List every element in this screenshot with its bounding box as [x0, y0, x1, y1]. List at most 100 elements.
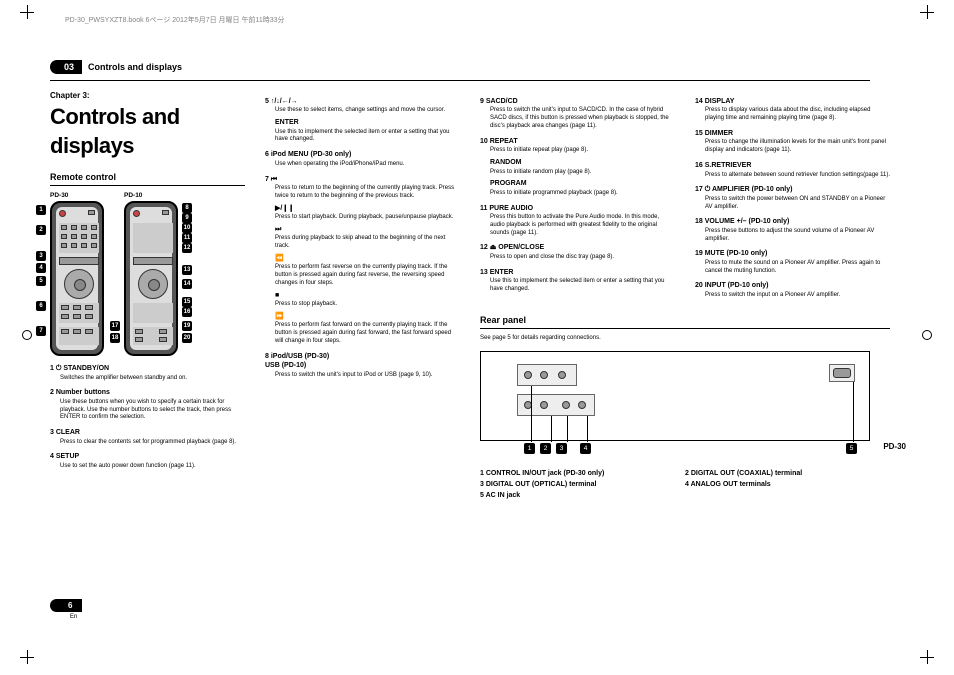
- remote-label: PD-30: [50, 192, 104, 201]
- rear-heading: Rear panel: [480, 314, 890, 329]
- callout: 3: [36, 251, 46, 261]
- item-subheading: RANDOM: [490, 158, 675, 167]
- item-heading: 2 Number buttons: [50, 388, 245, 397]
- rear-item: 5 AC IN jack: [480, 491, 665, 500]
- section-number: 03: [50, 60, 82, 74]
- chapter-title: Controls and displays: [50, 102, 245, 161]
- item-heading: 16 S.RETRIEVER: [695, 161, 890, 170]
- remote-outline: [50, 201, 104, 356]
- item-heading: 19 MUTE (PD-10 only): [695, 249, 890, 258]
- callout: 15: [182, 297, 192, 307]
- item-body: Switches the amplifier between standby a…: [60, 375, 245, 383]
- column-3-4: 9 SACD/CDPress to switch the unit's inpu…: [480, 91, 890, 501]
- rear-callout: 4: [580, 443, 591, 454]
- callout: 14: [182, 279, 192, 289]
- item-heading: 13 ENTER: [480, 268, 675, 277]
- item-body: Press during playback to skip ahead to t…: [275, 235, 460, 251]
- item-subheading: ■: [275, 291, 460, 300]
- item-subheading: ⏪: [275, 254, 460, 263]
- page-lang: En: [70, 614, 82, 620]
- item-body: Press to switch the unit's input to SACD…: [490, 107, 675, 130]
- rear-item: 1 CONTROL IN/OUT jack (PD-30 only): [480, 469, 665, 478]
- item-body: Use when operating the iPod/iPhone/iPad …: [275, 161, 460, 169]
- item-subheading: ENTER: [275, 118, 460, 127]
- section-tag: 03 Controls and displays: [50, 60, 920, 74]
- crop-mark: [920, 650, 934, 664]
- remote-label: PD-10: [124, 192, 178, 201]
- item-subheading: PROGRAM: [490, 179, 675, 188]
- column-2: 5 ↑/↓/←/→Use these to select items, chan…: [265, 91, 460, 501]
- section-label: Controls and displays: [88, 62, 182, 72]
- item-body: Press to stop playback.: [275, 301, 460, 309]
- column-4: 14 DISPLAYPress to display various data …: [695, 91, 890, 300]
- callout: 11: [182, 233, 192, 243]
- item-body: Press to perform fast forward on the cur…: [275, 322, 460, 345]
- chapter-label: Chapter 3:: [50, 91, 245, 102]
- item-heading: 4 SETUP: [50, 452, 245, 461]
- callout: 17: [110, 321, 120, 331]
- callout: 2: [36, 225, 46, 235]
- rear-callout: 3: [556, 443, 567, 454]
- callout: 4: [36, 263, 46, 273]
- item-body: Use these to select items, change settin…: [275, 107, 460, 115]
- rear-callout: 1: [524, 443, 535, 454]
- item-subheading: ⏩: [275, 312, 460, 321]
- item-heading: 18 VOLUME +/– (PD-10 only): [695, 217, 890, 226]
- remote-outline: [124, 201, 178, 356]
- item-heading: 10 REPEAT: [480, 137, 675, 146]
- column-1: Chapter 3: Controls and displays Remote …: [50, 91, 245, 501]
- remote-pd10: PD-10: [124, 192, 178, 356]
- item-heading: 12 ⏏ OPEN/CLOSE: [480, 243, 675, 252]
- item-heading: 1 ⏻ STANDBY/ON: [50, 364, 245, 373]
- rear-model-label: PD-30: [883, 442, 906, 453]
- item-body: Press to start playback. During playback…: [275, 214, 460, 222]
- crop-mark: [920, 5, 934, 19]
- item-body: Use this to implement the selected item …: [490, 278, 675, 294]
- callout: 8: [182, 203, 192, 213]
- item-heading: 3 CLEAR: [50, 428, 245, 437]
- item-body: Press to mute the sound on a Pioneer AV …: [705, 260, 890, 276]
- callout: 7: [36, 326, 46, 336]
- item-heading: 6 iPod MENU (PD-30 only): [265, 150, 460, 159]
- rear-callout: 2: [540, 443, 551, 454]
- item-heading: 15 DIMMER: [695, 129, 890, 138]
- item-body: Press to alternate between sound retriev…: [705, 172, 890, 180]
- callout: 6: [36, 301, 46, 311]
- item-body: Press to switch the power between ON and…: [705, 196, 890, 212]
- crop-mark: [922, 330, 932, 340]
- callout: 13: [182, 265, 192, 275]
- item-body: Press to return to the beginning of the …: [275, 185, 460, 201]
- item-heading: 20 INPUT (PD-10 only): [695, 281, 890, 290]
- item-body: Press to open and close the disc tray (p…: [490, 254, 675, 262]
- callout: 16: [182, 307, 192, 317]
- item-heading: 8 iPod/USB (PD-30) USB (PD-10): [265, 352, 460, 371]
- item-body: Press this button to activate the Pure A…: [490, 214, 675, 237]
- item-heading: 14 DISPLAY: [695, 97, 890, 106]
- page-number-badge: 6: [50, 599, 82, 612]
- item-subheading: ⏭: [275, 225, 460, 234]
- item-subheading: ▶/❙❙: [275, 204, 460, 213]
- item-body: Press to initiate programmed playback (p…: [490, 190, 675, 198]
- item-body: Press to initiate repeat play (page 8).: [490, 147, 675, 155]
- item-heading: 17 ⏻ AMPLIFIER (PD-10 only): [695, 185, 890, 194]
- rear-panel-diagram: [480, 351, 870, 441]
- item-body: Use this to implement the selected item …: [275, 129, 460, 145]
- remote-heading: Remote control: [50, 171, 245, 186]
- crop-mark: [20, 5, 34, 19]
- item-body: Press to perform fast reverse on the cur…: [275, 264, 460, 287]
- section-rule: [50, 80, 870, 81]
- callout: 10: [182, 223, 192, 233]
- rear-item: 3 DIGITAL OUT (OPTICAL) terminal: [480, 480, 665, 489]
- remote-pd30: PD-30: [50, 192, 104, 356]
- callout: 9: [182, 213, 192, 223]
- item-body: Press to change the illumination levels …: [705, 139, 890, 155]
- rear-item: 2 DIGITAL OUT (COAXIAL) terminal: [685, 469, 870, 478]
- rear-callout: 5: [846, 443, 857, 454]
- item-heading: 7 ⏮: [265, 175, 460, 184]
- item-body: Use to set the auto power down function …: [60, 463, 245, 471]
- rear-items-list: 1 CONTROL IN/OUT jack (PD-30 only) 2 DIGI…: [480, 469, 890, 501]
- item-body: Use these buttons when you wish to speci…: [60, 399, 245, 422]
- callout: 20: [182, 333, 192, 343]
- column-3: 9 SACD/CDPress to switch the unit's inpu…: [480, 91, 675, 300]
- item-body: Press to clear the contents set for prog…: [60, 439, 245, 447]
